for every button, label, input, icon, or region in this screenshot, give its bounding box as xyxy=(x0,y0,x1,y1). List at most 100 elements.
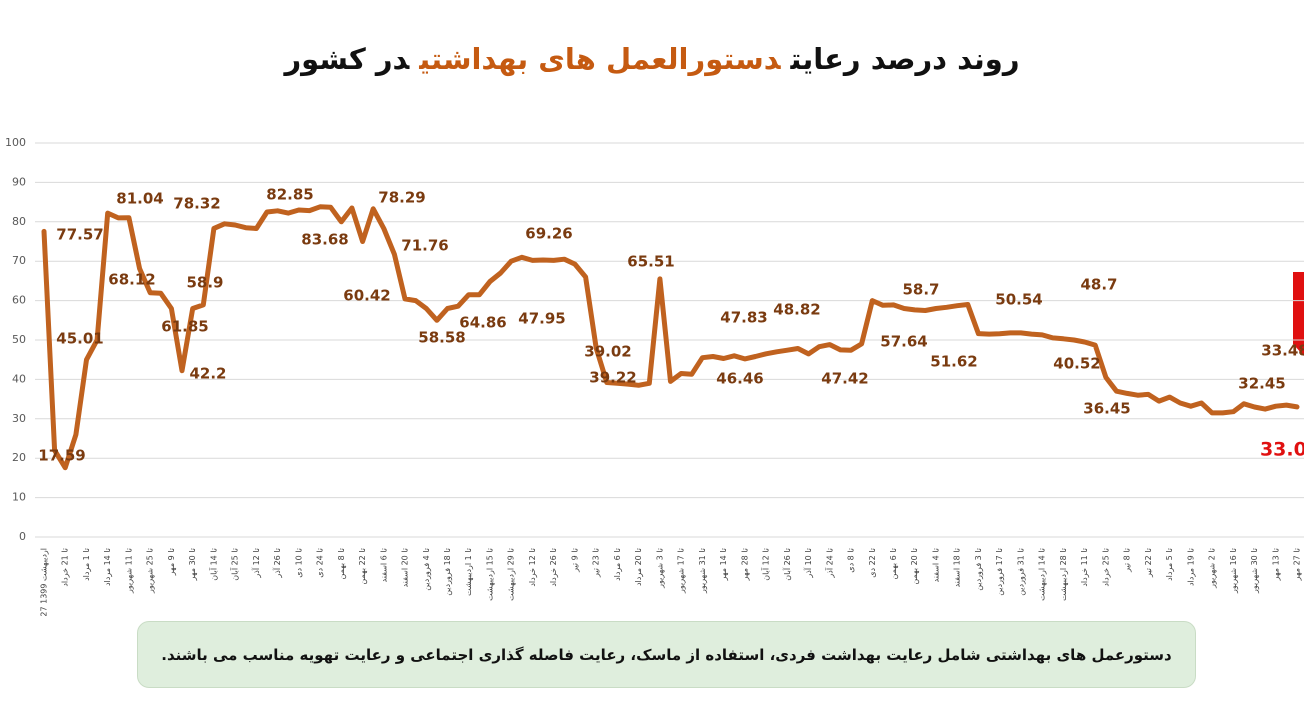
x-tick-label: تا 13 مهر xyxy=(1271,548,1280,581)
x-tick-label: تا 9 تیر xyxy=(570,548,579,573)
y-tick-label: 60 xyxy=(12,294,26,307)
x-tick-label: تا 31 فروردین xyxy=(1016,548,1025,596)
x-tick-label: تا 22 بهمن xyxy=(358,548,367,585)
y-tick-label: 70 xyxy=(12,254,26,267)
y-tick-label: 80 xyxy=(12,215,26,228)
data-label: 60.42 xyxy=(343,287,390,305)
data-label: 33.02 xyxy=(1260,439,1304,461)
data-label: 45.01 xyxy=(56,330,103,348)
y-tick-label: 50 xyxy=(12,333,26,346)
x-tick-label: تا 12 آذر xyxy=(251,548,261,579)
data-label: 64.86 xyxy=(459,314,506,332)
data-label: 81.04 xyxy=(116,190,163,208)
x-tick-label: تا 28 مهر xyxy=(740,548,749,581)
data-label: 36.45 xyxy=(1083,400,1130,418)
x-tick-label: تا 1 اردیبهشت xyxy=(464,548,473,596)
title-part: در کشور xyxy=(284,42,410,76)
x-tick-label: تا 27 مهر xyxy=(1293,548,1302,581)
data-label: 61.85 xyxy=(161,318,208,336)
data-label: 50.54 xyxy=(995,291,1042,309)
title-part: روند درصد رعایت xyxy=(790,42,1020,76)
x-tick-label: تا 14 آبان xyxy=(208,548,218,581)
x-tick-label: تا 1 مرداد xyxy=(82,548,91,581)
x-tick-label: تا 22 دی xyxy=(868,548,877,578)
x-tick-label: تا 21 خرداد xyxy=(61,548,70,587)
x-tick-label: تا 24 آذر xyxy=(824,548,834,579)
x-tick-label: تا 6 مرداد xyxy=(613,548,622,581)
x-tick-label: تا 30 مهر xyxy=(188,548,197,581)
x-tick-label: تا 3 شهریور xyxy=(655,548,664,589)
data-label: 17.59 xyxy=(38,447,85,465)
x-tick-label: تا 25 خرداد xyxy=(1101,548,1110,587)
x-tick-label: تا 28 اردیبهشت xyxy=(1059,548,1068,601)
x-tick-label: تا 24 دی xyxy=(316,548,325,578)
y-tick-label: 20 xyxy=(12,451,26,464)
x-tick-label: تا 12 خرداد xyxy=(528,548,537,587)
data-label: 42.2 xyxy=(189,365,226,383)
x-tick-label: تا 10 آذر xyxy=(803,548,813,579)
data-label: 78.29 xyxy=(378,189,425,207)
y-tick-label: 10 xyxy=(12,491,26,504)
x-tick-label: تا 3 فروردین xyxy=(974,548,983,591)
data-label: 58.9 xyxy=(186,274,223,292)
x-tick-label: تا 18 اسفند xyxy=(953,548,962,588)
x-tick-label: تا 11 خرداد xyxy=(1080,548,1089,587)
x-tick-label: تا 26 آبان xyxy=(782,548,792,581)
x-tick-label: تا 8 دی xyxy=(847,548,856,573)
data-label: 39.02 xyxy=(584,343,631,361)
x-tick-label: تا 8 بهمن xyxy=(337,548,346,579)
x-tick-label: تا 20 مرداد xyxy=(634,548,643,586)
y-tick-label: 100 xyxy=(5,136,26,149)
data-label: 68.12 xyxy=(108,271,155,289)
chart-title: روند درصد رعایت دستورالعمل های بهداشتی در … xyxy=(0,42,1304,76)
data-label: 58.7 xyxy=(902,281,939,299)
data-label: 78.32 xyxy=(173,195,220,213)
x-tick-label: تا 4 فروردین xyxy=(422,548,431,591)
x-tick-label: تا 15 اردیبهشت xyxy=(485,548,494,601)
x-tick-label: تا 2 شهریور xyxy=(1208,548,1217,589)
data-label: 33.48 xyxy=(1261,342,1304,360)
data-label: 57.64 xyxy=(880,333,927,351)
x-tick-label: تا 19 مرداد xyxy=(1186,548,1195,586)
x-tick-label: تا 14 مهر xyxy=(719,548,728,581)
x-tick-label: تا 11 شهریور xyxy=(124,548,133,594)
data-label: 32.45 xyxy=(1238,375,1285,393)
data-label: 47.42 xyxy=(821,370,868,388)
x-tick-label: 27 اردیبهشت 1399 xyxy=(40,548,49,617)
arrow xyxy=(1293,272,1304,356)
data-label: 51.62 xyxy=(930,353,977,371)
x-tick-label: تا 10 دی xyxy=(294,548,303,578)
x-tick-label: تا 30 شهریور xyxy=(1250,548,1259,594)
x-tick-label: تا 23 تیر xyxy=(592,548,601,578)
y-tick-label: 40 xyxy=(12,372,26,385)
data-label: 82.85 xyxy=(266,186,313,204)
data-label: 48.7 xyxy=(1080,276,1117,294)
title-part: دستورالعمل های بهداشتی xyxy=(419,42,781,76)
x-tick-label: تا 16 شهریور xyxy=(1229,548,1238,594)
x-tick-label: تا 20 بهمن xyxy=(910,548,919,585)
x-tick-label: تا 26 آذر xyxy=(272,548,282,579)
x-tick-label: تا 18 فروردین xyxy=(443,548,452,596)
x-tick-label: تا 29 اردیبهشت xyxy=(507,548,516,601)
data-label: 83.68 xyxy=(301,231,348,249)
data-label: 71.76 xyxy=(401,237,448,255)
x-tick-label: تا 12 آبان xyxy=(761,548,771,581)
y-tick-label: 90 xyxy=(12,175,26,188)
x-tick-label: تا 6 بهمن xyxy=(889,548,898,579)
x-tick-label: تا 31 شهریور xyxy=(698,548,707,594)
data-label: 48.82 xyxy=(773,301,820,319)
x-tick-label: تا 20 اسفند xyxy=(401,548,410,588)
line xyxy=(41,204,1300,471)
x-tick-label: تا 14 مرداد xyxy=(103,548,112,586)
x-tick-label: تا 6 اسفند xyxy=(379,548,388,582)
data-label: 58.58 xyxy=(418,329,465,347)
footnote: دستورعمل های بهداشتی شامل رعایت بهداشت ف… xyxy=(137,621,1196,688)
data-label: 40.52 xyxy=(1053,355,1100,373)
data-label: 47.95 xyxy=(518,310,565,328)
x-tick-label: تا 8 تیر xyxy=(1123,548,1132,573)
data-label: 47.83 xyxy=(720,309,767,327)
x-tick-label: تا 22 تیر xyxy=(1144,548,1153,578)
x-tick-label: تا 26 خرداد xyxy=(549,548,558,587)
